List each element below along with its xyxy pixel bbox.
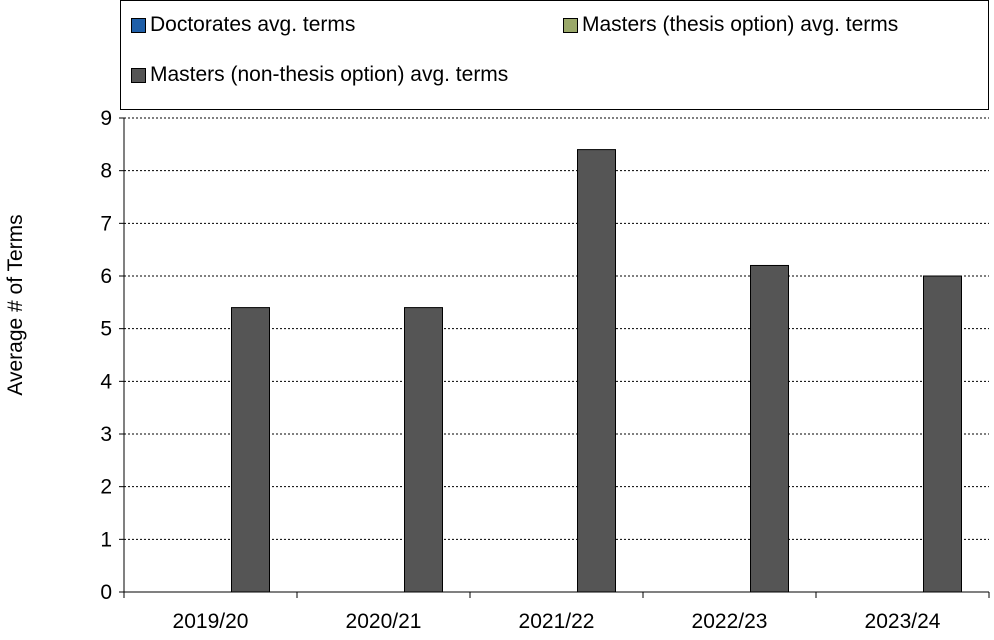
x-tick-label-2: 2021/22 — [519, 610, 595, 633]
legend-item-masters-nonthesis: Masters (non-thesis option) avg. terms — [131, 63, 508, 87]
bar-2-2020-21 — [404, 307, 443, 593]
y-tick-label-2: 2 — [100, 476, 112, 499]
bar-2-2021-22 — [577, 149, 616, 593]
y-tick-label-1: 1 — [100, 528, 112, 551]
legend-swatch-masters-thesis — [563, 17, 578, 33]
bar-2-2022-23 — [750, 264, 789, 593]
bar-2-2019-20 — [231, 307, 270, 593]
legend-label-masters-nonthesis: Masters (non-thesis option) avg. terms — [150, 63, 509, 86]
y-tick-label-3: 3 — [100, 423, 112, 446]
y-tick-label-0: 0 — [100, 581, 112, 604]
legend-item-doctorates: Doctorates avg. terms — [131, 13, 355, 37]
x-tick-label-4: 2023/24 — [865, 610, 941, 633]
x-tick-label-3: 2022/23 — [692, 610, 768, 633]
legend-label-doctorates: Doctorates avg. terms — [150, 13, 356, 36]
legend-item-masters-thesis: Masters (thesis option) avg. terms — [563, 13, 898, 37]
x-tick-label-1: 2020/21 — [346, 610, 422, 633]
y-tick-label-8: 8 — [100, 160, 112, 183]
x-tick-label-0: 2019/20 — [173, 610, 249, 633]
y-tick-label-7: 7 — [100, 212, 112, 235]
legend: Doctorates avg. terms Masters (thesis op… — [120, 0, 989, 110]
y-tick-label-5: 5 — [100, 318, 112, 341]
y-tick-label-9: 9 — [100, 107, 112, 130]
legend-label-masters-thesis: Masters (thesis option) avg. terms — [582, 13, 899, 36]
legend-swatch-doctorates — [131, 17, 146, 33]
bar-2-2023-24 — [923, 275, 962, 593]
y-tick-label-4: 4 — [100, 370, 112, 393]
y-tick-label-6: 6 — [100, 265, 112, 288]
legend-swatch-masters-nonthesis — [131, 67, 146, 83]
